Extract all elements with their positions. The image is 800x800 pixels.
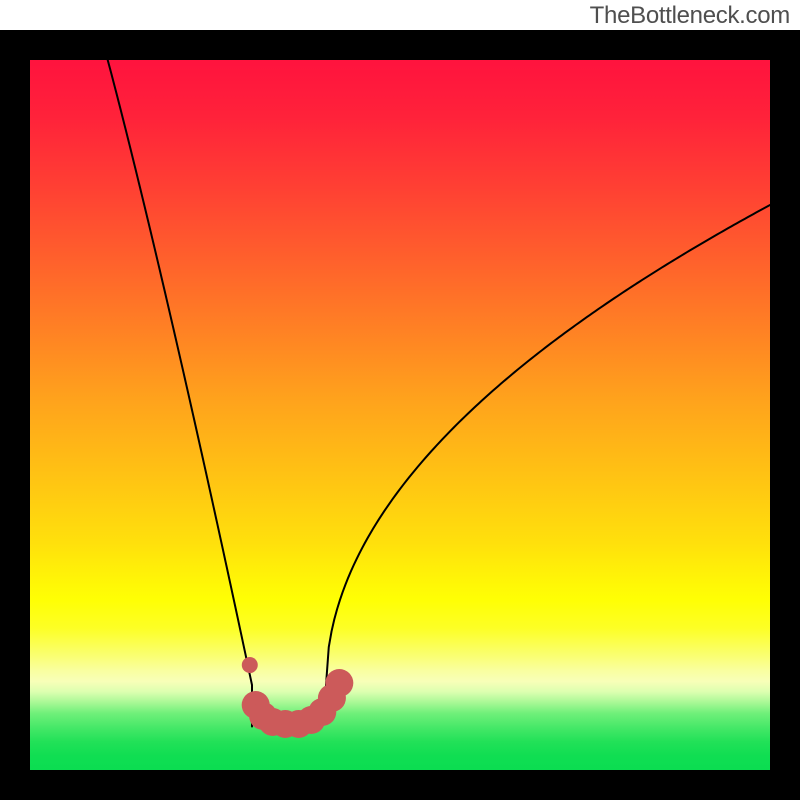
chart-plot-area bbox=[30, 60, 770, 770]
watermark-label: TheBottleneck.com bbox=[590, 2, 790, 30]
single-marker-dot bbox=[242, 657, 258, 673]
bottleneck-chart bbox=[0, 0, 800, 800]
chart-container: TheBottleneck.com bbox=[0, 0, 800, 800]
trough-marker-dot bbox=[325, 669, 353, 697]
